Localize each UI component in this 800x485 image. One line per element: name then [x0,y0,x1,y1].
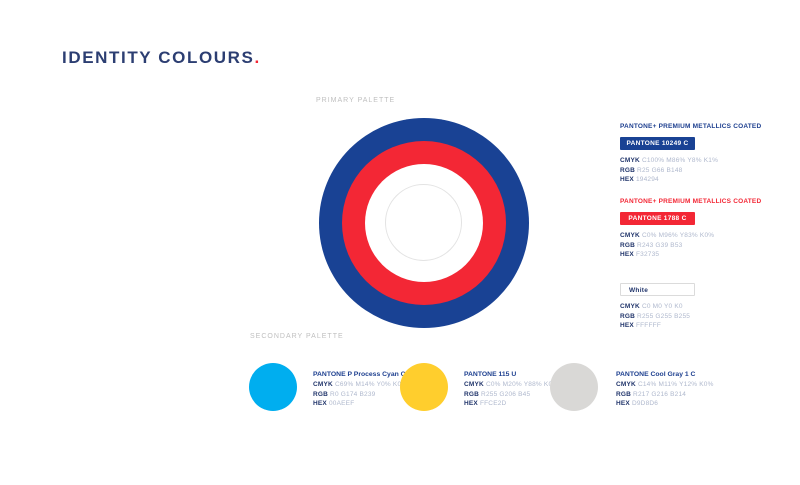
rgb-line: RGB R25 G66 B148 [620,166,755,176]
page-title-text: IDENTITY COLOURS [62,48,255,67]
rgb-line: RGB R255 G255 B255 [620,312,755,322]
cmyk-value: C100% M86% Y8% K1% [641,157,719,164]
rgb-value: R0 G174 B239 [330,390,376,398]
cmyk-value: C0% M20% Y88% K0% [485,381,559,388]
hex-value: FFFFFF [635,322,661,329]
cmyk-value: C69% M14% Y0% K0% [334,381,408,388]
cmyk-label: CMYK [620,303,640,310]
rgb-value: R217 G216 B214 [633,390,687,398]
primary-palette-label: PRIMARY PALETTE [316,97,396,104]
cmyk-line: CMYK C0% M20% Y88% K0% [464,380,584,390]
hex-value: 00AEEF [328,400,355,407]
spec-header-red: PANTONE+ PREMIUM METALLICS COATED [620,198,762,205]
hex-line: HEX FFFFFF [620,321,755,331]
hex-label: HEX [620,251,634,258]
spec-lines-red: CMYK C0% M96% Y83% K0% RGB R243 G39 B53 HE… [620,231,755,260]
secondary-palette-label: SECONDARY PALETTE [250,333,344,340]
cmyk-line: CMYK C69% M14% Y0% K0% [313,380,433,390]
cmyk-value: C0 M0 Y0 K0 [641,303,683,310]
spec-lines-blue: CMYK C100% M86% Y8% K1% RGB R25 G66 B148 H… [620,156,755,185]
page-title-period: . [254,48,261,67]
secondary-swatch-yellow: PANTONE 115 U CMYK C0% M20% Y88% K0% RGB R… [400,363,558,423]
yellow-circle-swatch [400,363,448,411]
cmyk-label: CMYK [620,157,640,164]
cmyk-line: CMYK C100% M86% Y8% K1% [620,156,755,166]
cyan-circle-swatch [249,363,297,411]
pantone-name: PANTONE P Process Cyan C [313,371,406,378]
rgb-label: RGB [620,166,636,174]
rgb-label: RGB [620,312,636,320]
hex-line: HEX D9D8D6 [616,399,736,409]
pantone-name: PANTONE 115 U [464,371,517,378]
gray-circle-swatch [550,363,598,411]
hex-line: HEX 194294 [620,175,755,185]
yellow-spec-text: PANTONE 115 U CMYK C0% M20% Y88% K0% RGB R… [464,371,584,409]
cmyk-value: C0% M96% Y83% K0% [641,232,715,239]
pantone-pill-red: PANTONE 1788 C [620,212,695,225]
page-title: IDENTITY COLOURS. [62,48,261,68]
rgb-label: RGB [313,390,329,398]
cyan-spec-text: PANTONE P Process Cyan C CMYK C69% M14% Y… [313,371,433,409]
hex-value: 194294 [635,176,659,183]
pantone-name: PANTONE Cool Gray 1 C [616,371,696,378]
rgb-line: RGB R255 G206 B45 [464,390,584,400]
primary-spec-red: PANTONE+ PREMIUM METALLICS COATED PANTON… [620,198,762,260]
cmyk-line: CMYK C0% M96% Y83% K0% [620,231,755,241]
cmyk-line: CMYK C14% M11% Y12% K0% [616,380,736,390]
cmyk-value: C14% M11% Y12% K0% [637,381,714,388]
rgb-line: RGB R243 G39 B53 [620,241,755,251]
rgb-value: R255 G206 B45 [481,390,531,398]
primary-spec-white: White CMYK C0 M0 Y0 K0 RGB R255 G255 B255 … [620,283,755,331]
cmyk-label: CMYK [313,381,333,388]
ring-inner-outline [385,184,462,261]
primary-spec-blue: PANTONE+ PREMIUM METALLICS COATED PANTON… [620,123,762,185]
rgb-line: RGB R217 G216 B214 [616,390,736,400]
hex-label: HEX [620,322,634,329]
spec-lines-white: CMYK C0 M0 Y0 K0 RGB R255 G255 B255 HEX FFF… [620,302,755,331]
secondary-swatch-cyan: PANTONE P Process Cyan C CMYK C69% M14% Y… [249,363,407,423]
pantone-pill-white: White [620,283,695,296]
hex-value: F32735 [635,251,660,258]
cmyk-label: CMYK [464,381,484,388]
secondary-swatch-gray: PANTONE Cool Gray 1 C CMYK C14% M11% Y12%… [550,363,713,423]
rgb-value: R25 G66 B148 [637,166,683,174]
rgb-label: RGB [616,390,632,398]
primary-palette-rings [319,118,529,328]
rgb-value: R255 G255 B255 [637,312,691,320]
cmyk-line: CMYK C0 M0 Y0 K0 [620,302,755,312]
hex-value: FFCE2D [479,400,507,407]
rgb-label: RGB [464,390,480,398]
cmyk-label: CMYK [616,381,636,388]
hex-label: HEX [616,400,630,407]
hex-line: HEX FFCE2D [464,399,584,409]
gray-spec-text: PANTONE Cool Gray 1 C CMYK C14% M11% Y12%… [616,371,736,409]
hex-label: HEX [464,400,478,407]
rgb-line: RGB R0 G174 B239 [313,390,433,400]
cmyk-label: CMYK [620,232,640,239]
hex-line: HEX 00AEEF [313,399,433,409]
spec-header-blue: PANTONE+ PREMIUM METALLICS COATED [620,123,762,130]
hex-label: HEX [620,176,634,183]
hex-line: HEX F32735 [620,250,755,260]
pantone-pill-blue: PANTONE 10249 C [620,137,695,150]
hex-label: HEX [313,400,327,407]
rgb-value: R243 G39 B53 [637,241,683,249]
hex-value: D9D8D6 [631,400,659,407]
rgb-label: RGB [620,241,636,249]
